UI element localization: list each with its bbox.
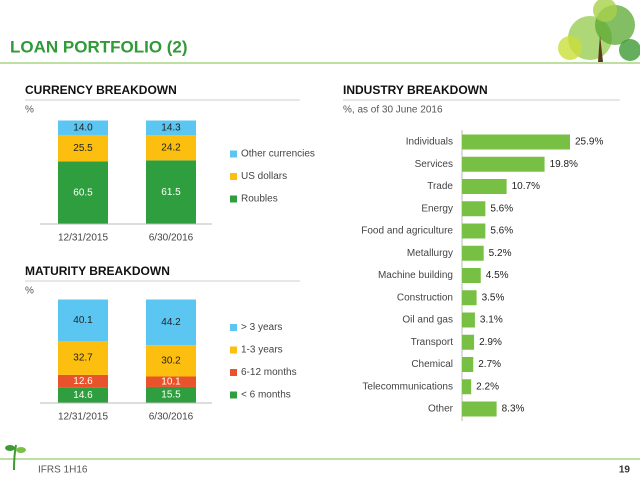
legend-swatch	[230, 173, 237, 180]
chart-title: CURRENCY BREAKDOWN	[25, 83, 177, 97]
legend-label: US dollars	[241, 171, 287, 182]
data-label: 2.9%	[479, 337, 502, 348]
legend-label: < 6 months	[241, 390, 291, 401]
bar-segment	[58, 161, 108, 224]
bar-segment	[58, 120, 108, 135]
legend-label: Other currencies	[241, 149, 315, 160]
y-tick-label: Machine building	[378, 270, 453, 281]
data-label: 44.2	[161, 317, 181, 328]
bar	[462, 179, 507, 194]
data-label: 19.8%	[550, 159, 578, 170]
data-label: 32.7	[73, 353, 93, 364]
bar	[462, 245, 484, 261]
legend-label: 1-3 years	[241, 345, 283, 356]
chart-subtitle: %, as of 30 June 2016	[343, 105, 443, 116]
y-tick-label: Chemical	[411, 359, 453, 370]
data-label: 25.9%	[575, 137, 603, 148]
y-tick-label: Metallurgy	[407, 248, 453, 259]
bar-segment	[146, 120, 196, 136]
legend-label: 6-12 months	[241, 367, 297, 378]
y-tick-label: Trade	[427, 181, 453, 192]
bar	[462, 156, 545, 172]
data-label: 14.6	[73, 390, 93, 401]
bar	[462, 401, 497, 417]
data-label: 60.5	[73, 187, 93, 198]
data-label: 14.0	[73, 122, 93, 133]
data-label: 10.7%	[512, 181, 540, 192]
chart-title: INDUSTRY BREAKDOWN	[343, 83, 488, 97]
bar-segment	[58, 134, 108, 162]
data-label: 24.2	[161, 142, 181, 153]
chart-title: MATURITY BREAKDOWN	[25, 264, 170, 278]
bar-segment	[58, 374, 108, 388]
slide-title: LOAN PORTFOLIO (2)	[10, 37, 188, 56]
legend-swatch	[230, 195, 237, 203]
y-tick-label: Energy	[421, 203, 453, 214]
data-label: 15.5	[161, 390, 181, 401]
y-tick-label: Construction	[397, 292, 453, 303]
bar	[462, 357, 474, 372]
legend-label: Roubles	[241, 194, 278, 205]
data-label: 25.5	[73, 143, 93, 154]
data-label: 12.6	[73, 376, 93, 387]
data-label: 61.5	[161, 187, 181, 198]
tree-decoration	[558, 0, 640, 62]
y-tick-label: Transport	[411, 337, 454, 348]
legend-swatch	[230, 369, 237, 376]
bar-segment	[146, 160, 196, 224]
y-tick-label: Other	[428, 404, 454, 415]
bar	[462, 290, 477, 306]
bar-segment	[146, 345, 196, 377]
bar-segment	[146, 386, 196, 403]
x-tick-label: 6/30/2016	[149, 233, 194, 244]
data-label: 5.2%	[489, 248, 512, 259]
chart-subtitle: %	[25, 105, 34, 116]
bar	[462, 312, 475, 328]
data-label: 10.1	[161, 376, 181, 387]
y-tick-label: Telecommunications	[362, 381, 453, 392]
data-label: 3.5%	[482, 292, 505, 303]
bar	[462, 201, 486, 217]
legend-swatch	[230, 324, 237, 331]
bar-segment	[146, 299, 196, 346]
data-label: 4.5%	[486, 270, 509, 281]
bar-segment	[58, 299, 108, 342]
data-label: 3.1%	[480, 315, 503, 326]
bar	[462, 268, 481, 283]
page-number: 19	[619, 465, 631, 476]
data-label: 2.7%	[478, 359, 501, 370]
footer-label: IFRS 1H16	[38, 465, 88, 476]
bar-segment	[146, 376, 196, 387]
y-tick-label: Individuals	[406, 137, 453, 148]
legend-label: > 3 years	[241, 322, 282, 333]
x-tick-label: 6/30/2016	[149, 412, 194, 423]
chart-subtitle: %	[25, 286, 34, 297]
legend-swatch	[230, 150, 237, 158]
bar-segment	[58, 387, 108, 403]
bar	[462, 134, 571, 150]
data-label: 14.3	[161, 123, 181, 134]
legend-swatch	[230, 391, 237, 399]
bar-segment	[146, 135, 196, 161]
bar	[462, 223, 486, 239]
data-label: 8.3%	[502, 404, 525, 415]
data-label: 40.1	[73, 315, 93, 326]
y-tick-label: Oil and gas	[402, 315, 453, 326]
y-tick-label: Food and agriculture	[361, 226, 453, 237]
bar-segment	[58, 341, 108, 375]
data-label: 30.2	[161, 356, 181, 367]
bar	[462, 334, 475, 350]
data-label: 2.2%	[476, 381, 499, 392]
x-tick-label: 12/31/2015	[58, 233, 108, 244]
x-tick-label: 12/31/2015	[58, 412, 108, 423]
data-label: 5.6%	[490, 226, 513, 237]
data-label: 5.6%	[490, 203, 513, 214]
legend-swatch	[230, 346, 237, 354]
plant-icon	[5, 444, 26, 471]
y-tick-label: Services	[415, 159, 453, 170]
bar	[462, 379, 472, 395]
